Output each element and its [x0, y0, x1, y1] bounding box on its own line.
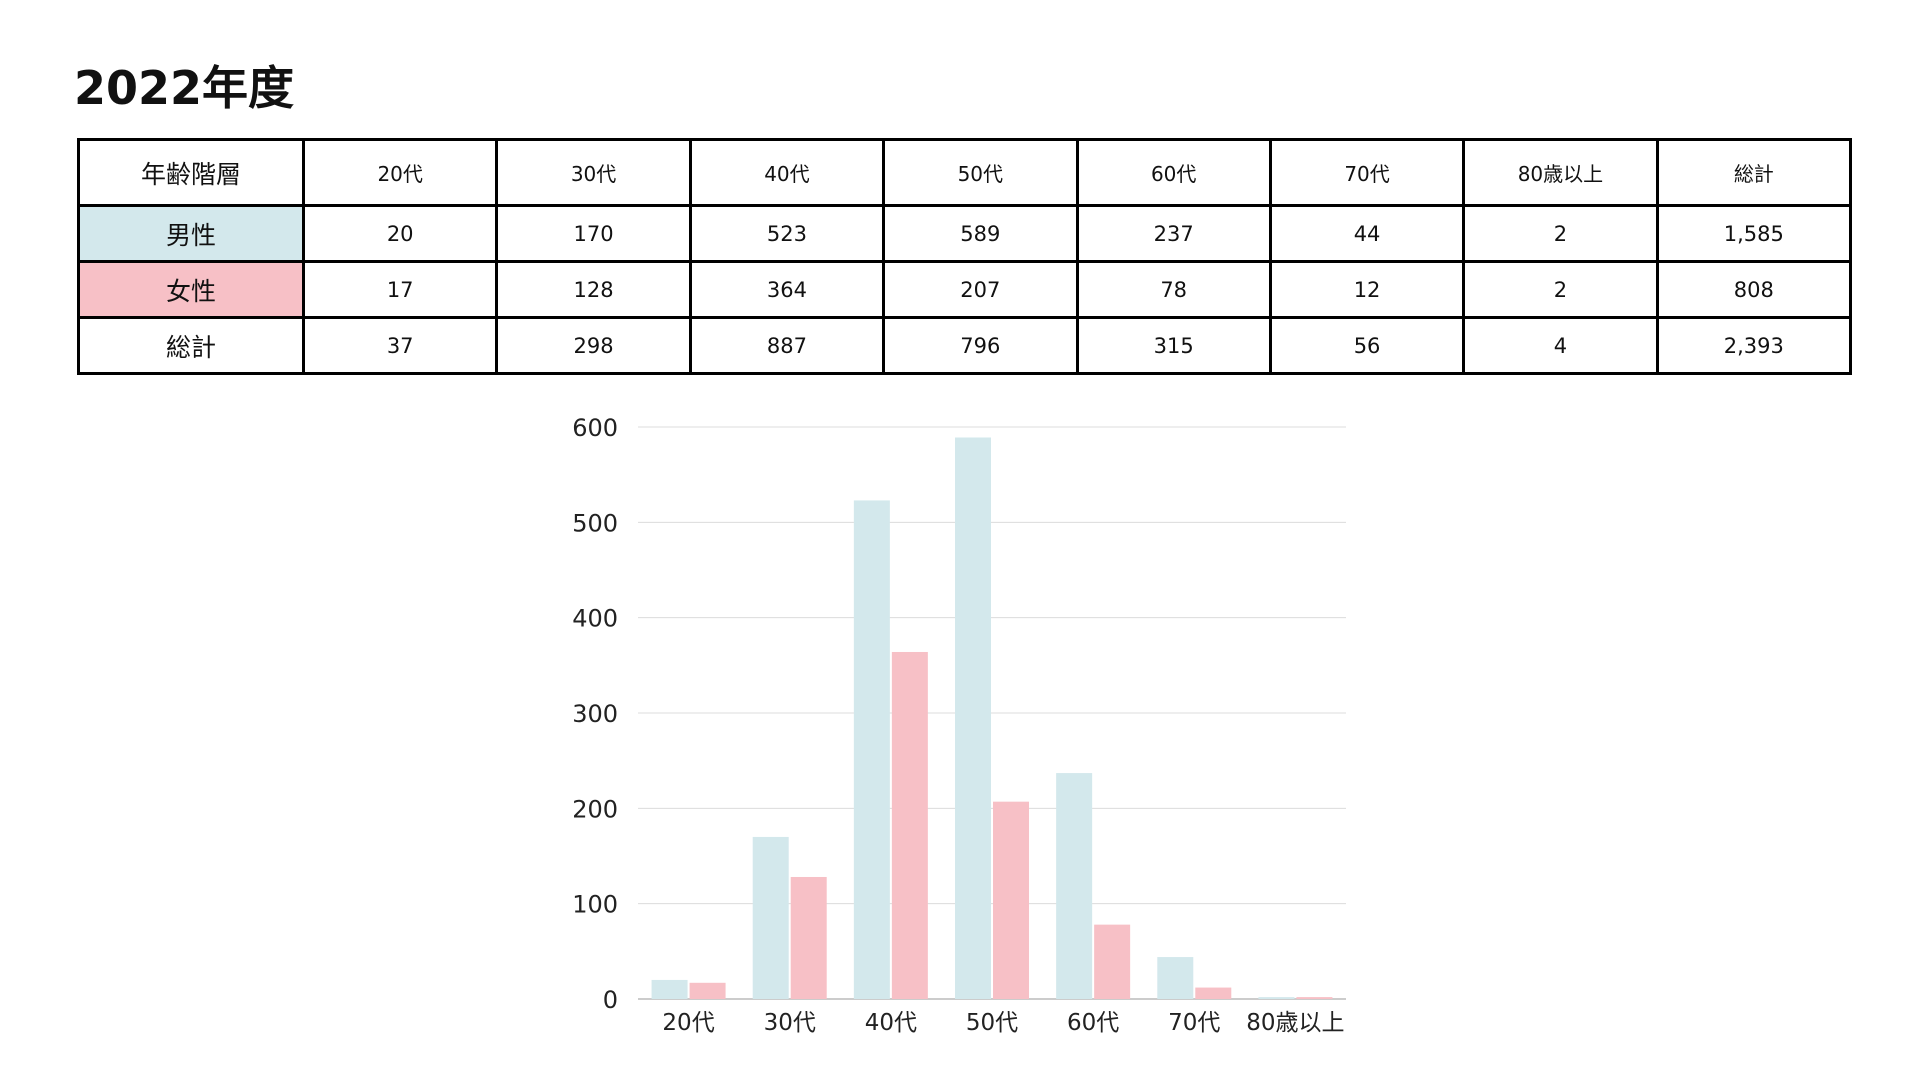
row-label-total: 総計 — [77, 316, 305, 375]
y-tick-label: 200 — [572, 795, 618, 823]
bar-female — [1195, 987, 1232, 999]
table-cell-total: 1,585 — [1655, 204, 1853, 263]
table-cell: 37 — [301, 316, 499, 375]
table-cell: 315 — [1075, 316, 1272, 375]
table-cell: 128 — [495, 260, 692, 319]
y-tick-label: 100 — [572, 891, 618, 919]
bar-female — [993, 801, 1029, 999]
table-cell-total: 2,393 — [1655, 316, 1853, 375]
bar-male — [1056, 773, 1093, 999]
table-cell: 78 — [1075, 260, 1272, 319]
bar-male — [955, 437, 991, 999]
table-cell: 796 — [882, 316, 1079, 375]
x-tick-label: 80歳以上 — [1246, 1010, 1344, 1036]
x-tick-label: 50代 — [966, 1010, 1018, 1036]
header-cell: 70代 — [1268, 138, 1466, 207]
x-tick-label: 70代 — [1168, 1010, 1220, 1036]
table-cell-total: 808 — [1655, 260, 1853, 319]
table-cell: 12 — [1268, 260, 1466, 319]
x-tick-label: 30代 — [764, 1010, 816, 1036]
bar-male — [1157, 957, 1194, 999]
table-row-male: 男性 20 170 523 589 237 44 2 1,585 — [77, 204, 1853, 263]
y-tick-label: 500 — [572, 509, 618, 537]
header-cell-age-group: 年齢階層 — [77, 138, 305, 207]
x-tick-label: 40代 — [865, 1010, 917, 1036]
bar-male — [651, 979, 688, 999]
table-cell: 170 — [495, 204, 692, 263]
header-cell: 30代 — [495, 138, 692, 207]
x-tick-label: 20代 — [662, 1010, 714, 1036]
table-cell: 523 — [688, 204, 886, 263]
row-label-female: 女性 — [77, 260, 305, 319]
table-header-row: 年齢階層 20代 30代 40代 50代 60代 70代 80歳以上 総計 — [77, 138, 1853, 207]
table-cell: 4 — [1462, 316, 1659, 375]
table-cell: 887 — [688, 316, 886, 375]
row-label-male: 男性 — [77, 204, 305, 263]
table-cell: 44 — [1268, 204, 1466, 263]
header-cell: 40代 — [688, 138, 886, 207]
table-cell: 207 — [882, 260, 1079, 319]
y-tick-label: 300 — [572, 700, 618, 728]
table-cell: 2 — [1462, 260, 1659, 319]
header-cell: 60代 — [1075, 138, 1272, 207]
table-row-female: 女性 17 128 364 207 78 12 2 808 — [77, 260, 1853, 319]
y-tick-label: 600 — [572, 414, 618, 442]
page-title: 2022年度 — [74, 61, 295, 115]
bar-female — [790, 876, 827, 999]
bar-male — [1258, 997, 1295, 999]
bar-female — [1296, 997, 1333, 999]
table-cell: 364 — [688, 260, 886, 319]
header-cell: 20代 — [301, 138, 499, 207]
table-row-total: 総計 37 298 887 796 315 56 4 2,393 — [77, 316, 1853, 375]
bar-female — [1094, 924, 1131, 999]
table-cell: 56 — [1268, 316, 1466, 375]
table-cell: 2 — [1462, 204, 1659, 263]
table-cell: 20 — [301, 204, 499, 263]
table-cell: 589 — [882, 204, 1079, 263]
bar-female — [891, 651, 928, 999]
bar-male — [752, 836, 789, 999]
y-tick-label: 400 — [572, 605, 618, 633]
table-cell: 17 — [301, 260, 499, 319]
header-cell: 80歳以上 — [1462, 138, 1659, 207]
y-tick-label: 0 — [603, 986, 618, 1014]
x-tick-label: 60代 — [1067, 1010, 1119, 1036]
bar-female — [689, 982, 726, 999]
header-cell-total: 総計 — [1655, 138, 1853, 207]
bar-male — [853, 500, 890, 999]
data-table: 年齢階層 20代 30代 40代 50代 60代 70代 80歳以上 総計 男性… — [77, 138, 1853, 375]
table-cell: 237 — [1075, 204, 1272, 263]
table-cell: 298 — [495, 316, 692, 375]
header-cell: 50代 — [882, 138, 1079, 207]
